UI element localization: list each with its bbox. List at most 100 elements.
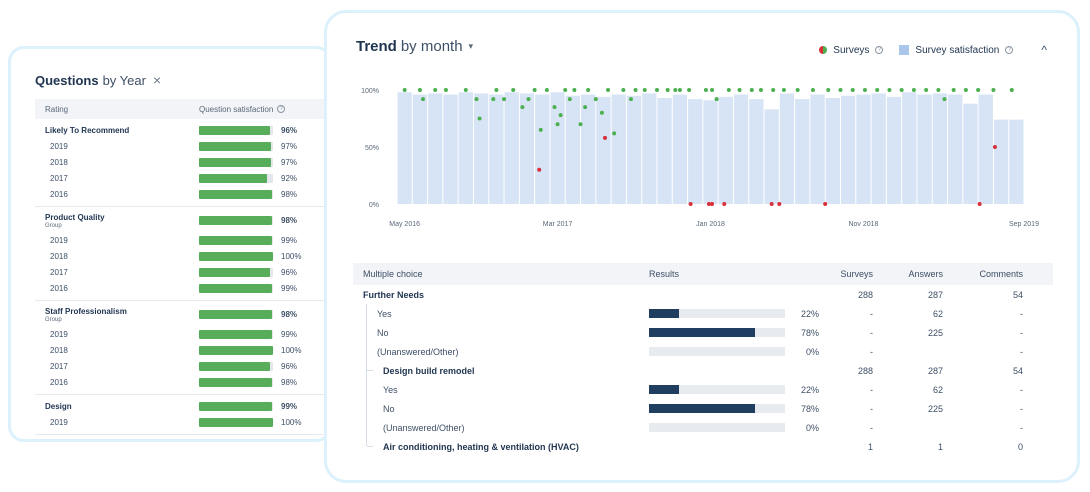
satisfaction-bar[interactable] (596, 96, 611, 204)
survey-point[interactable] (572, 88, 577, 92)
close-icon[interactable]: × (152, 72, 162, 88)
year-row[interactable]: 2016 98% (35, 186, 327, 202)
satisfaction-bar[interactable] (473, 93, 489, 204)
survey-point[interactable] (654, 88, 659, 92)
satisfaction-bar[interactable] (397, 92, 412, 204)
legend-survey-satisfaction[interactable]: Survey satisfaction (915, 44, 1000, 56)
survey-point[interactable] (826, 88, 831, 92)
question-row[interactable]: Staff Professionalism Group 98% (35, 304, 327, 326)
multiple-choice-row[interactable]: (Unanswered/Other) 0% - - (353, 418, 1053, 437)
info-icon[interactable]: ? (277, 105, 286, 113)
survey-point[interactable] (781, 88, 786, 92)
satisfaction-bar[interactable] (535, 94, 550, 204)
survey-point[interactable] (474, 97, 479, 102)
survey-point[interactable] (502, 97, 507, 102)
question-row[interactable]: Likely To Recommend 96% (35, 122, 327, 138)
survey-point[interactable] (673, 88, 678, 92)
survey-point[interactable] (991, 88, 996, 92)
year-row[interactable]: 2019 100% (35, 414, 327, 430)
survey-point[interactable] (976, 88, 981, 92)
satisfaction-bar[interactable] (489, 94, 504, 204)
info-icon[interactable]: ? (875, 46, 884, 54)
survey-point[interactable] (417, 88, 422, 92)
survey-point[interactable] (749, 88, 754, 92)
survey-point[interactable] (1009, 88, 1014, 92)
survey-point[interactable] (911, 88, 916, 92)
year-row[interactable]: 2019 99% (35, 326, 327, 342)
satisfaction-bar[interactable] (672, 94, 688, 204)
survey-point[interactable] (628, 97, 633, 102)
trend-period-selector[interactable]: by month (400, 38, 463, 55)
survey-point-negative[interactable] (537, 167, 542, 172)
survey-point[interactable] (583, 105, 588, 110)
question-row[interactable]: Design 99% (35, 398, 327, 414)
info-icon[interactable]: ? (1005, 46, 1014, 54)
survey-point[interactable] (538, 127, 543, 132)
satisfaction-bar[interactable] (412, 94, 428, 204)
satisfaction-bar[interactable] (764, 109, 779, 204)
survey-point[interactable] (532, 88, 537, 92)
survey-point[interactable] (942, 97, 947, 102)
survey-point[interactable] (677, 88, 682, 92)
satisfaction-bar[interactable] (642, 93, 657, 204)
satisfaction-bar[interactable] (428, 93, 443, 204)
survey-point[interactable] (887, 88, 892, 92)
survey-point[interactable] (599, 110, 604, 115)
satisfaction-bar[interactable] (810, 94, 825, 204)
satisfaction-bar[interactable] (703, 100, 718, 204)
survey-point[interactable] (875, 88, 880, 92)
question-row[interactable]: Product Quality Group 98% (35, 210, 327, 232)
satisfaction-bar[interactable] (978, 94, 993, 204)
chevron-down-icon[interactable]: ▾ (468, 41, 474, 51)
satisfaction-bar[interactable] (626, 95, 642, 204)
survey-point[interactable] (544, 88, 549, 92)
survey-point-negative[interactable] (710, 202, 715, 206)
survey-point[interactable] (838, 88, 843, 92)
satisfaction-bar[interactable] (581, 94, 596, 204)
survey-point-negative[interactable] (823, 202, 828, 206)
survey-point[interactable] (687, 88, 692, 92)
satisfaction-bar[interactable] (840, 95, 856, 204)
satisfaction-bar[interactable] (963, 103, 978, 204)
multiple-choice-row[interactable]: Yes 22% - 62 - (353, 304, 1053, 323)
survey-point[interactable] (621, 88, 626, 92)
survey-point-negative[interactable] (602, 135, 607, 140)
multiple-choice-row[interactable]: No 78% - 225 - (353, 323, 1053, 342)
satisfaction-bar[interactable] (795, 99, 810, 204)
survey-point[interactable] (737, 88, 742, 92)
year-row[interactable]: 2018 100% (35, 342, 327, 358)
survey-point[interactable] (642, 88, 647, 92)
year-row[interactable]: 2018 97% (35, 154, 327, 170)
satisfaction-bar[interactable] (733, 94, 749, 204)
year-row[interactable]: 2017 96% (35, 358, 327, 374)
year-row[interactable]: 2016 98% (35, 374, 327, 390)
survey-point[interactable] (491, 97, 496, 102)
survey-point-negative[interactable] (777, 202, 782, 206)
survey-point[interactable] (552, 105, 557, 110)
multiple-choice-row[interactable]: No 78% - 225 - (353, 399, 1053, 418)
legend-surveys[interactable]: Surveys (833, 44, 870, 56)
survey-point[interactable] (810, 88, 815, 92)
survey-point[interactable] (758, 88, 763, 92)
survey-point[interactable] (567, 97, 572, 102)
survey-point[interactable] (963, 88, 968, 92)
survey-point[interactable] (526, 97, 531, 102)
survey-point[interactable] (420, 97, 425, 102)
survey-point[interactable] (714, 97, 719, 102)
survey-point[interactable] (606, 88, 611, 92)
satisfaction-bar[interactable] (871, 93, 886, 204)
survey-point[interactable] (862, 88, 867, 92)
survey-point[interactable] (586, 88, 591, 92)
survey-point[interactable] (433, 88, 438, 92)
satisfaction-bar[interactable] (443, 94, 458, 204)
survey-point[interactable] (563, 88, 568, 92)
survey-point[interactable] (633, 88, 638, 92)
survey-point[interactable] (555, 122, 560, 127)
multiple-choice-row[interactable]: Air conditioning, heating & ventilation … (353, 437, 1053, 456)
satisfaction-bar[interactable] (718, 96, 733, 204)
satisfaction-bar[interactable] (749, 99, 764, 204)
survey-point[interactable] (710, 88, 715, 92)
survey-point-negative[interactable] (769, 202, 774, 206)
satisfaction-bar[interactable] (688, 99, 703, 204)
satisfaction-bar[interactable] (657, 97, 672, 204)
